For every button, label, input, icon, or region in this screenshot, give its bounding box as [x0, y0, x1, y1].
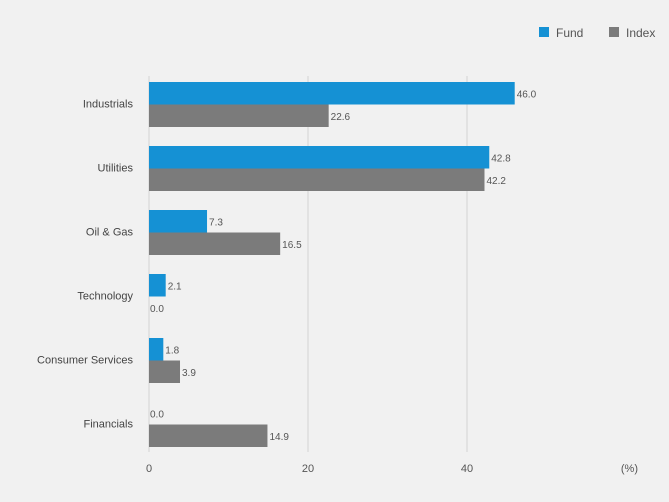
category-label: Utilities	[98, 163, 134, 175]
value-label: 22.6	[331, 112, 351, 123]
legend-swatch-fund	[539, 27, 549, 37]
legend: Fund Index	[539, 26, 655, 40]
category-label: Oil & Gas	[86, 227, 134, 239]
x-tick-label: 40	[461, 463, 473, 475]
bar-fund	[149, 82, 515, 105]
value-label: 3.9	[182, 368, 196, 379]
value-label: 14.9	[269, 432, 289, 443]
value-label: 42.8	[491, 153, 511, 164]
bar-fund	[149, 274, 166, 297]
bar-index	[149, 232, 281, 255]
value-label: 46.0	[517, 89, 537, 100]
x-axis: 0 20 40 (%)	[146, 463, 638, 475]
value-label: 42.2	[486, 176, 506, 187]
legend-label-index: Index	[626, 26, 655, 40]
category-label: Industrials	[83, 99, 134, 111]
x-tick-label: 0	[146, 463, 152, 475]
value-label: 1.8	[165, 345, 179, 356]
value-label: 7.3	[209, 217, 223, 228]
labels: Industrials 46.0 22.6 Utilities 42.8 42.2 Oil …	[37, 89, 537, 443]
bar-fund	[149, 146, 490, 169]
gridlines	[148, 76, 468, 452]
category-label: Technology	[77, 291, 133, 303]
legend-label-fund: Fund	[556, 26, 583, 40]
bar-fund	[149, 210, 208, 233]
bar-index	[149, 104, 329, 127]
category-label: Financials	[83, 419, 133, 431]
unit-label: (%)	[621, 463, 638, 475]
value-label: 0.0	[150, 304, 164, 315]
bar-fund	[149, 338, 164, 361]
legend-swatch-index	[609, 27, 619, 37]
value-label: 2.1	[168, 281, 182, 292]
bar-index	[149, 168, 485, 191]
category-label: Consumer Services	[37, 355, 133, 367]
x-tick-label: 20	[302, 463, 314, 475]
value-label: 0.0	[150, 409, 164, 420]
value-label: 16.5	[282, 240, 302, 251]
bars	[149, 82, 515, 447]
bar-index	[149, 360, 181, 383]
bar-index	[149, 424, 268, 447]
